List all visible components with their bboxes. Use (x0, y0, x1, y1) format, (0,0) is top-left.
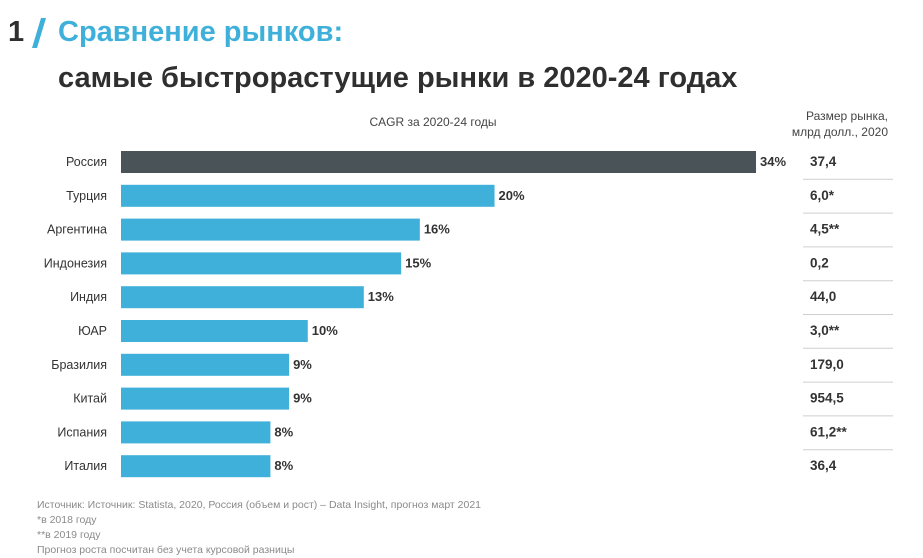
market-size-value: 37,4 (810, 154, 837, 169)
market-size-value: 954,5 (810, 391, 844, 406)
bar (121, 286, 364, 309)
market-size-value: 44,0 (810, 289, 836, 304)
bar (121, 320, 308, 342)
footnote-3: Прогноз роста посчитан без учета курсово… (37, 544, 295, 556)
page-title: Сравнение рынков: (58, 16, 344, 48)
bar (121, 252, 402, 275)
market-size-value: 4,5** (810, 222, 840, 237)
category-label: Индонезия (44, 256, 107, 270)
market-size-value: 3,0** (810, 323, 840, 338)
category-label: Индия (70, 290, 107, 304)
value-label: 8% (274, 424, 293, 439)
slide-number: 1 (8, 16, 25, 48)
bar (121, 218, 420, 241)
chart-title: CAGR за 2020-24 годы (369, 115, 496, 129)
category-label: Испания (57, 425, 107, 439)
category-label: Китай (73, 392, 107, 406)
category-label: Италия (64, 459, 107, 473)
page-subtitle: самые быстрорастущие рынки в 2020-24 год… (58, 62, 738, 94)
value-label: 15% (405, 255, 431, 270)
market-size-value: 61,2** (810, 424, 848, 439)
market-size-header-line2: млрд долл., 2020 (792, 125, 888, 139)
category-label: Аргентина (47, 223, 107, 237)
value-label: 20% (499, 188, 525, 203)
value-label: 8% (274, 458, 293, 473)
bar (121, 421, 271, 444)
slash-accent-icon (32, 18, 46, 48)
value-label: 9% (293, 391, 312, 406)
bar (121, 387, 290, 410)
footnotes: Источник: Источник: Statista, 2020, Росс… (37, 498, 481, 558)
footnote-source: Источник: Источник: Statista, 2020, Росс… (37, 499, 482, 511)
footnote-2: **в 2019 году (37, 529, 101, 541)
market-size-value: 36,4 (810, 458, 837, 473)
footnote-1: *в 2018 году (37, 514, 97, 526)
value-label: 16% (424, 222, 450, 237)
market-size-value: 0,2 (810, 255, 829, 270)
category-label: Турция (66, 189, 107, 203)
bar (121, 151, 756, 173)
bar (121, 455, 271, 478)
market-size-value: 6,0* (810, 188, 835, 203)
cagr-bar-chart: CAGR за 2020-24 годы Размер рынка, млрд … (44, 109, 893, 478)
category-label: ЮАР (78, 324, 107, 338)
category-label: Россия (66, 155, 107, 169)
category-label: Бразилия (51, 358, 107, 372)
value-label: 9% (293, 357, 312, 372)
market-size-header-line1: Размер рынка, (806, 109, 888, 123)
value-label: 13% (368, 289, 394, 304)
value-label: 10% (312, 323, 338, 338)
bar (121, 184, 495, 207)
chart-rows: Россия 34% 37,4 Турция 20% 6,0* Аргентина 16% 4,… (44, 151, 893, 478)
market-size-value: 179,0 (810, 357, 844, 372)
value-label: 34% (760, 154, 786, 169)
bar (121, 353, 290, 376)
